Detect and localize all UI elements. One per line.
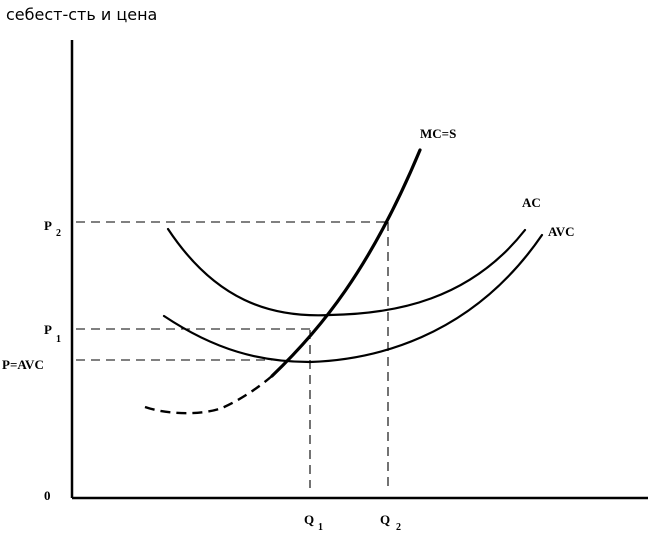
y-axis-label: себест-сть и цена	[6, 5, 157, 24]
origin-label: 0	[44, 488, 51, 503]
mc-s-curve-label: MC=S	[420, 126, 456, 141]
p1-subscript: 1	[56, 334, 61, 345]
ac-curve	[166, 227, 527, 317]
p-avc-label: P=AVC	[2, 357, 44, 372]
mc-curve-dashed-part	[144, 375, 273, 415]
q1-subscript: 1	[318, 522, 323, 533]
p2-label: P	[44, 218, 52, 233]
ac-curve-label: AC	[522, 195, 541, 210]
avc-curve-label: AVC	[548, 224, 575, 239]
p2-subscript: 2	[56, 228, 61, 239]
avc-curve	[162, 233, 544, 364]
p1-label: P	[44, 322, 52, 337]
q2-label: Q	[380, 512, 390, 527]
q1-label: Q	[304, 512, 314, 527]
q2-subscript: 2	[396, 522, 401, 533]
mc-supply-curve	[270, 148, 422, 378]
